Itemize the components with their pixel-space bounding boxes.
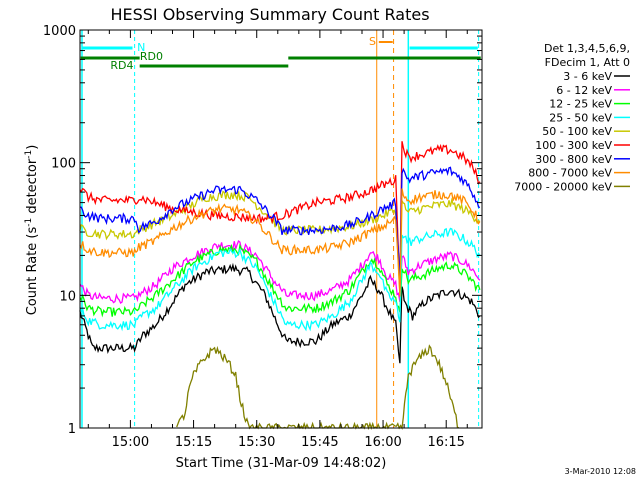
legend-entry-label: 25 - 50 keV	[549, 111, 612, 124]
y-axis-label-sup1: -1	[24, 218, 34, 227]
x-tick-label: 15:00	[112, 435, 149, 450]
annotation-layer: N RD4 RD0 S	[80, 30, 481, 428]
saa-flag-label: N	[137, 41, 145, 54]
y-axis-label-mid: detector	[25, 158, 40, 218]
timestamp: 3-Mar-2010 12:08	[565, 467, 636, 476]
x-tick-label: 16:15	[427, 435, 464, 450]
series-line-3	[79, 227, 481, 332]
series-line-0	[79, 262, 481, 364]
legend-entry-label: 300 - 800 keV	[535, 153, 612, 166]
plot-frame	[79, 29, 483, 429]
series-layer	[79, 141, 481, 431]
y-axis-label: Count Rate (s-1 detector-1)	[24, 145, 40, 316]
legend-header-line-1: Det 1,3,4,5,6,9,	[544, 42, 630, 55]
y-tick-label: 1000	[43, 24, 76, 39]
x-tick-label: 16:00	[364, 435, 401, 450]
y-tick-label: 1	[68, 422, 76, 437]
chart-title: HESSI Observing Summary Count Rates	[110, 5, 429, 24]
series-line-8	[176, 344, 460, 431]
y-axis-label-main: Count Rate (s	[25, 227, 40, 316]
x-axis: 15:00 15:15 15:30 15:45 16:00 16:15	[87, 30, 468, 450]
legend-entry-label: 6 - 12 keV	[556, 84, 612, 97]
series-line-6	[79, 166, 481, 289]
x-tick-label: 15:15	[175, 435, 212, 450]
series-line-5	[79, 141, 481, 289]
series-line-2	[79, 243, 481, 318]
y-axis-label-sup2: -1	[24, 150, 34, 159]
flare-flag-label: S	[369, 35, 376, 48]
x-tick-label: 15:30	[238, 435, 275, 450]
legend-entry-label: 50 - 100 keV	[542, 125, 612, 138]
legend-entry-label: 12 - 25 keV	[549, 98, 612, 111]
y-tick-label: 10	[59, 289, 76, 304]
legend: Det 1,3,4,5,6,9, FDecim 1, Att 0 3 - 6 k…	[514, 42, 630, 193]
y-axis-label-end: )	[25, 145, 40, 150]
series-line-1	[79, 239, 481, 304]
legend-entry-label: 800 - 7000 keV	[528, 167, 612, 180]
legend-entry-label: 100 - 300 keV	[535, 139, 612, 152]
x-tick-label: 15:45	[301, 435, 338, 450]
rd-flag-label: RD0	[140, 50, 163, 63]
series-line-7	[79, 188, 481, 297]
legend-entry-label: 7000 - 20000 keV	[514, 180, 612, 193]
y-axis: 1 10 100 1000	[43, 24, 482, 437]
legend-header-line-2: FDecim 1, Att 0	[545, 56, 630, 69]
y-tick-label: 100	[51, 157, 76, 172]
legend-entry-label: 3 - 6 keV	[563, 70, 612, 83]
rd-flag-label: RD4	[110, 59, 133, 72]
x-axis-label: Start Time (31-Mar-09 14:48:02)	[176, 456, 387, 471]
